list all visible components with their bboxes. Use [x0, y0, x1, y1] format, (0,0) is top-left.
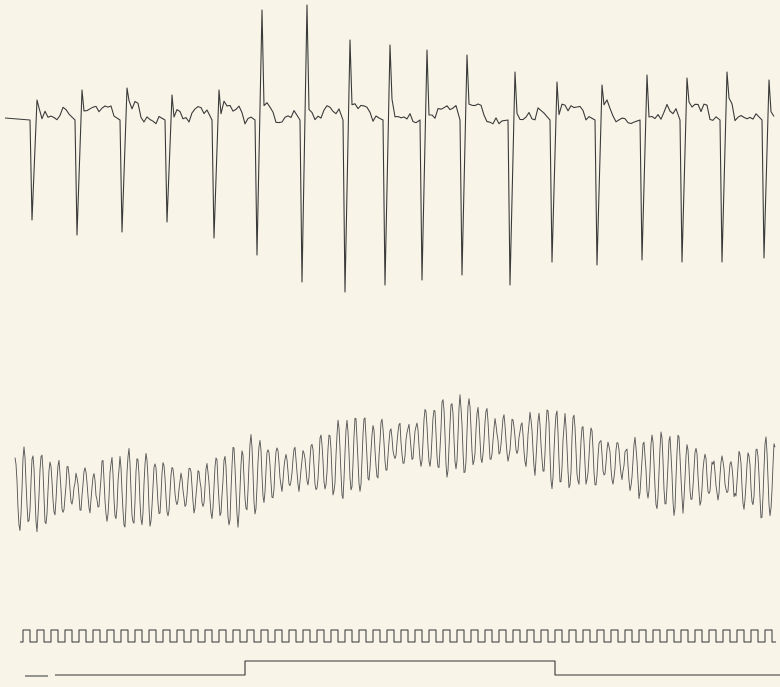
signal-line: [25, 660, 780, 677]
oscillation-tracing: [14, 394, 776, 533]
pulse-tracing: [4, 4, 775, 293]
time-marker: [20, 629, 776, 643]
